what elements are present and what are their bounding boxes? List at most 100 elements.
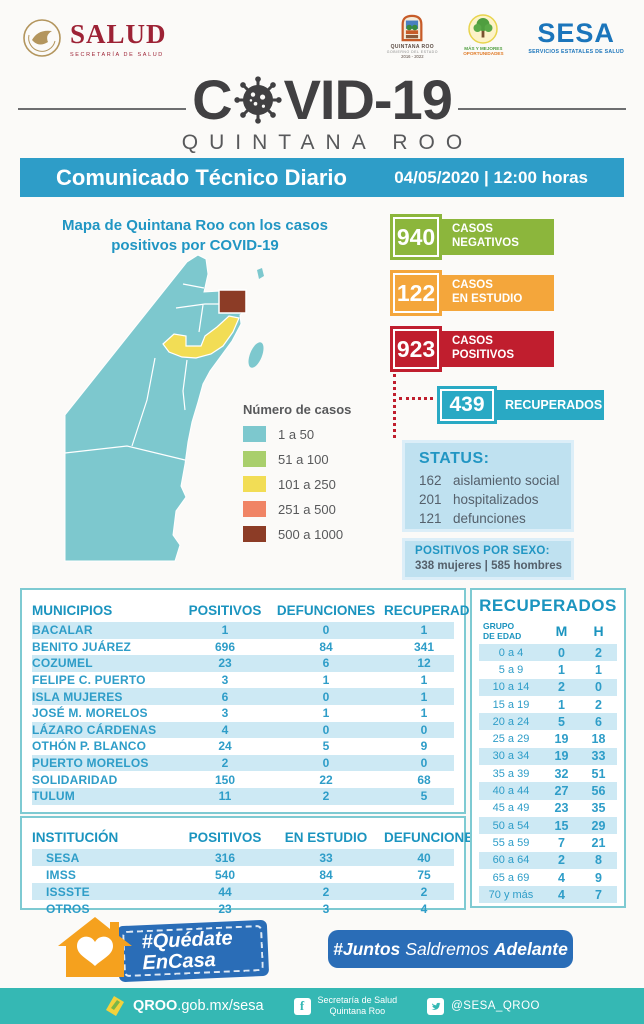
salud-subtitle: SECRETARÍA DE SALUD xyxy=(70,51,164,58)
institucion-name: IMSS xyxy=(46,867,77,882)
age-h-value: 21 xyxy=(591,835,606,850)
age-group: 15 a 19 xyxy=(492,698,530,711)
age-m-value: 19 xyxy=(554,732,569,747)
table-row: FELIPE C. PUERTO 3 1 1 xyxy=(32,672,454,689)
stat-label-line1: CASOS xyxy=(452,279,493,292)
legend-row: 500 a 1000 xyxy=(243,526,351,542)
municipio-defunciones: 1 xyxy=(322,706,330,721)
age-h-value: 56 xyxy=(591,784,606,799)
age-group: 40 a 44 xyxy=(492,785,530,798)
stat-label-line2: EN ESTUDIO xyxy=(452,293,523,305)
municipio-defunciones: 0 xyxy=(322,623,330,638)
legend-row: 51 a 100 xyxy=(243,451,351,467)
institucion-col-positivos: POSITIVOS xyxy=(188,829,262,845)
table-row: COZUMEL 23 6 12 xyxy=(32,655,454,672)
legend-label: 51 a 100 xyxy=(278,451,329,467)
table-row: SOLIDARIDAD 150 22 68 xyxy=(32,771,454,788)
age-row: 40 a 44 27 56 xyxy=(479,782,617,800)
footer-facebook-link[interactable]: f Secretaría de Salud Quintana Roo xyxy=(293,995,397,1017)
stat-card: 923 CASOS POSITIVOS xyxy=(390,326,605,372)
table-row: TULUM 11 2 5 xyxy=(32,787,454,805)
covid-title-c: C xyxy=(192,68,232,131)
footer-site-rest: .gob.mx/sesa xyxy=(177,998,264,1014)
legend-label: 500 a 1000 xyxy=(278,526,344,542)
age-h-value: 9 xyxy=(595,870,602,885)
age-row: 20 a 24 5 6 xyxy=(479,713,617,731)
quintana-roo-logo-sub: GOBIERNO DEL ESTADO xyxy=(386,50,438,54)
juntos-part2: Saldremos xyxy=(405,938,489,959)
municipio-name: LÁZARO CÁRDENAS xyxy=(32,722,157,737)
covid-title: C xyxy=(0,72,644,155)
municipios-col-defunciones: DEFUNCIONES xyxy=(276,602,376,618)
institucion-positivos: 23 xyxy=(218,901,232,916)
institucion-estudio: 3 xyxy=(322,901,330,916)
municipio-name: OTHÓN P. BLANCO xyxy=(32,739,147,754)
legend-row: 101 a 250 xyxy=(243,476,351,492)
age-m-value: 2 xyxy=(558,680,565,695)
age-m-value: 1 xyxy=(558,697,565,712)
age-group: 70 y más xyxy=(488,888,534,901)
status-box: STATUS: 162 aislamiento social 201 hospi… xyxy=(402,440,574,532)
table-row: LÁZARO CÁRDENAS 4 0 0 xyxy=(32,721,454,739)
sesa-title: SESA xyxy=(537,18,615,48)
table-row: JOSÉ M. MORELOS 3 1 1 xyxy=(32,705,454,722)
table-row: ISLA MUJERES 6 0 1 xyxy=(32,688,454,705)
municipio-recuperados: 1 xyxy=(420,706,428,721)
institucion-positivos: 316 xyxy=(214,850,236,865)
institucion-col-estudio: EN ESTUDIO xyxy=(284,829,368,845)
institucion-positivos: 540 xyxy=(214,867,236,882)
age-row: 10 a 14 2 0 xyxy=(479,678,617,696)
age-m-value: 1 xyxy=(558,662,565,677)
age-group: 5 a 9 xyxy=(498,663,524,676)
covid-title-state: QUINTANA ROO xyxy=(181,131,474,154)
map-isla-mujeres xyxy=(257,268,264,279)
age-group: 45 a 49 xyxy=(492,802,530,815)
age-table-title: RECUPERADOS xyxy=(479,596,617,615)
stat-label-line1: CASOS xyxy=(452,335,493,348)
banner-datetime: 04/05/2020 | 12:00 horas xyxy=(394,167,588,187)
virus-icon xyxy=(233,76,282,124)
institucion-defunciones: 40 xyxy=(417,850,431,865)
municipio-recuperados: 1 xyxy=(420,673,428,688)
map-region-solidaridad xyxy=(162,315,240,359)
quintana-roo-logo-name: QUINTANA ROO xyxy=(390,44,435,50)
status-label: hospitalizados xyxy=(453,491,539,507)
municipio-defunciones: 5 xyxy=(322,739,330,754)
salud-logo: SALUD SECRETARÍA DE SALUD xyxy=(22,18,167,58)
table-row: IMSS 540 84 75 xyxy=(32,866,454,883)
age-h-value: 7 xyxy=(595,887,602,902)
stat-label-line1: CASOS xyxy=(452,223,493,236)
age-row: 15 a 19 1 2 xyxy=(479,696,617,713)
age-group: 10 a 14 xyxy=(492,681,530,694)
map-legend: Número de casos 1 a 50 51 a 100 101 a 25… xyxy=(243,402,351,551)
banner-title: Comunicado Técnico Diario xyxy=(56,164,347,190)
age-h-value: 6 xyxy=(595,714,602,729)
table-row: PUERTO MORELOS 2 0 0 xyxy=(32,754,454,772)
footer-website-link[interactable]: QROO.gob.mx/sesa xyxy=(104,994,264,1018)
stat-card: 940 CASOS NEGATIVOS xyxy=(390,214,605,260)
municipio-positivos: 3 xyxy=(221,673,229,688)
map-state-body xyxy=(64,254,247,562)
footer-bar: QROO.gob.mx/sesa f Secretaría de Salud Q… xyxy=(0,988,644,1024)
facebook-icon: f xyxy=(293,997,311,1015)
status-title: STATUS: xyxy=(419,450,490,467)
house-heart-icon xyxy=(58,917,132,977)
age-col-h: H xyxy=(593,623,604,639)
age-group: 25 a 29 xyxy=(492,733,530,746)
footer-site-bold: QROO xyxy=(132,998,178,1014)
status-number: 201 xyxy=(419,491,442,507)
legend-row: 1 a 50 xyxy=(243,426,351,442)
age-h-value: 2 xyxy=(595,697,602,712)
stat-label-line2: NEGATIVOS xyxy=(452,237,519,249)
age-row: 65 a 69 4 9 xyxy=(479,869,617,886)
municipio-defunciones: 0 xyxy=(322,722,330,737)
age-row: 45 a 49 23 35 xyxy=(479,800,617,817)
footer-twitter-link[interactable]: @SESA_QROO xyxy=(427,997,540,1015)
banner: Comunicado Técnico Diario 04/05/2020 | 1… xyxy=(20,158,624,197)
age-m-value: 15 xyxy=(554,818,569,833)
municipio-positivos: 23 xyxy=(218,656,232,671)
municipios-col-recuperados: RECUPERADOS xyxy=(384,602,490,618)
municipio-defunciones: 84 xyxy=(319,639,333,654)
age-m-value: 2 xyxy=(558,853,565,868)
